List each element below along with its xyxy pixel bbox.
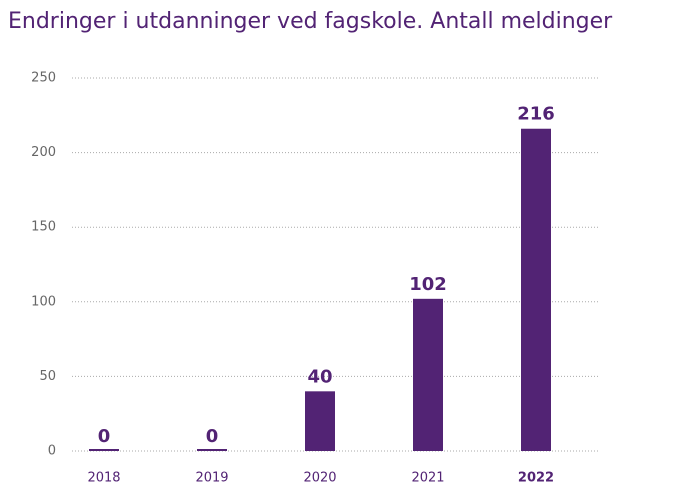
y-tick-label: 200 [31, 145, 56, 160]
chart-title: Endringer i utdanninger ved fagskole. An… [8, 9, 613, 34]
value-label: 0 [98, 426, 111, 447]
bar [413, 298, 443, 451]
x-tick-label: 2019 [195, 471, 228, 486]
y-tick-label: 100 [31, 294, 56, 309]
bar [305, 391, 335, 451]
y-tick-label: 250 [31, 71, 56, 86]
value-label: 216 [517, 104, 555, 125]
x-tick-label: 2021 [411, 471, 444, 486]
x-tick-label: 2018 [87, 471, 120, 486]
value-label: 102 [409, 274, 447, 295]
x-tick-label: 2022 [518, 471, 554, 486]
bar [521, 128, 551, 451]
y-tick-label: 150 [31, 220, 56, 235]
bar [197, 449, 227, 451]
y-tick-label: 0 [48, 444, 56, 459]
y-tick-label: 50 [39, 369, 56, 384]
bar [89, 449, 119, 451]
x-tick-label: 2020 [303, 471, 336, 486]
value-label: 40 [307, 366, 332, 387]
value-label: 0 [206, 426, 219, 447]
